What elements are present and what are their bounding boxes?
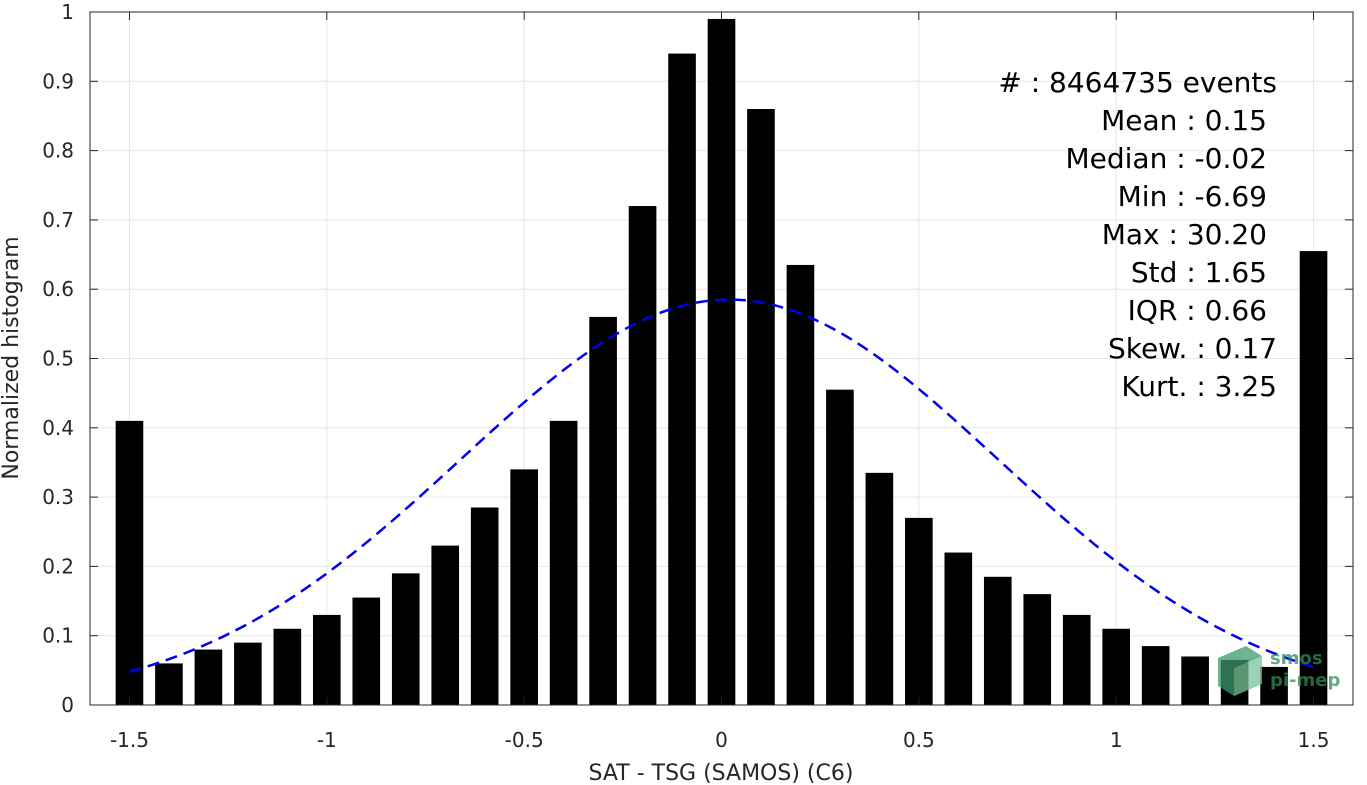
histogram-bar xyxy=(628,206,657,706)
logo-text-pimep: pi-mep xyxy=(1270,670,1340,691)
histogram-bar xyxy=(115,420,144,705)
histogram-bar xyxy=(194,649,223,705)
histogram-bar xyxy=(747,109,775,705)
stat-line: # : 8464735 events xyxy=(998,66,1277,99)
histogram-bar xyxy=(1062,614,1091,705)
histogram-bar xyxy=(589,316,617,705)
y-axis-label: Normalized histogram xyxy=(0,236,24,479)
stat-line: Max : 30.20 xyxy=(1102,218,1267,251)
y-tick-label: 0 xyxy=(61,693,74,717)
histogram-bar xyxy=(510,469,538,705)
histogram-bar xyxy=(273,628,302,705)
y-tick-label: 0.5 xyxy=(42,347,74,371)
histogram-bar xyxy=(549,420,578,705)
histogram-bar xyxy=(352,597,381,705)
histogram-bar xyxy=(1299,251,1328,705)
stat-line: Mean : 0.15 xyxy=(1101,104,1267,137)
histogram-bar xyxy=(707,18,736,706)
stat-line: Median : -0.02 xyxy=(1065,142,1267,175)
stat-line: Kurt. : 3.25 xyxy=(1121,370,1277,403)
histogram-bar xyxy=(944,552,973,705)
histogram-bar xyxy=(312,614,341,705)
x-axis-label: SAT - TSG (SAMOS) (C6) xyxy=(589,761,854,785)
x-tick-label: 1.5 xyxy=(1298,728,1330,752)
y-axis-ticks: 0 0.1 0.2 0.3 0.4 0.5 0.6 0.7 0.8 0.9 1 xyxy=(42,0,1353,717)
histogram-bar xyxy=(1181,656,1209,705)
histogram-bar xyxy=(431,545,460,705)
histogram-bar xyxy=(155,663,183,705)
histogram-bar xyxy=(905,517,933,705)
y-tick-label: 1 xyxy=(61,0,74,24)
histogram-bar xyxy=(668,53,696,705)
histogram-bar xyxy=(865,472,894,705)
histogram-bar xyxy=(1102,628,1131,705)
smos-pi-mep-logo: smos pi-mep xyxy=(1218,646,1340,696)
x-tick-label: -0.5 xyxy=(505,728,544,752)
x-tick-label: 1 xyxy=(1110,728,1123,752)
gaussian-fit-line xyxy=(129,298,1314,673)
stat-line: Min : -6.69 xyxy=(1118,180,1267,213)
stat-line: IQR : 0.66 xyxy=(1128,294,1267,327)
histogram-bar xyxy=(786,264,815,705)
x-tick-label: 0.5 xyxy=(903,728,935,752)
y-tick-label: 0.6 xyxy=(42,277,74,301)
histogram-bar xyxy=(1023,594,1052,705)
histogram-bar xyxy=(1141,646,1170,705)
histogram-bar xyxy=(826,389,854,705)
x-tick-label: -1 xyxy=(317,728,337,752)
y-tick-label: 0.1 xyxy=(42,624,74,648)
y-tick-label: 0.9 xyxy=(42,69,74,93)
histogram-bars xyxy=(115,18,1328,706)
x-tick-label: 0 xyxy=(715,728,728,752)
x-axis-ticks: -1.5 -1 -0.5 0 0.5 1 1.5 xyxy=(110,12,1329,752)
histogram-bar xyxy=(1260,666,1288,705)
histogram-bar xyxy=(983,576,1012,705)
statistics-annotation: # : 8464735 events Mean : 0.15 Median : -0… xyxy=(998,66,1277,403)
histogram-bar xyxy=(391,573,420,705)
x-tick-label: -1.5 xyxy=(110,728,149,752)
y-tick-label: 0.7 xyxy=(42,208,74,232)
normal-fit-curve xyxy=(129,298,1314,673)
y-tick-label: 0.3 xyxy=(42,485,74,509)
y-tick-label: 0.4 xyxy=(42,416,74,440)
histogram-bar xyxy=(234,642,262,705)
logo-cube-face-icon xyxy=(1234,656,1262,696)
y-tick-label: 0.2 xyxy=(42,554,74,578)
logo-text-smos: smos xyxy=(1270,648,1323,669)
y-tick-label: 0.8 xyxy=(42,139,74,163)
stat-line: Std : 1.65 xyxy=(1131,256,1267,289)
stat-line: Skew. : 0.17 xyxy=(1108,332,1277,365)
histogram-bar xyxy=(470,507,499,705)
